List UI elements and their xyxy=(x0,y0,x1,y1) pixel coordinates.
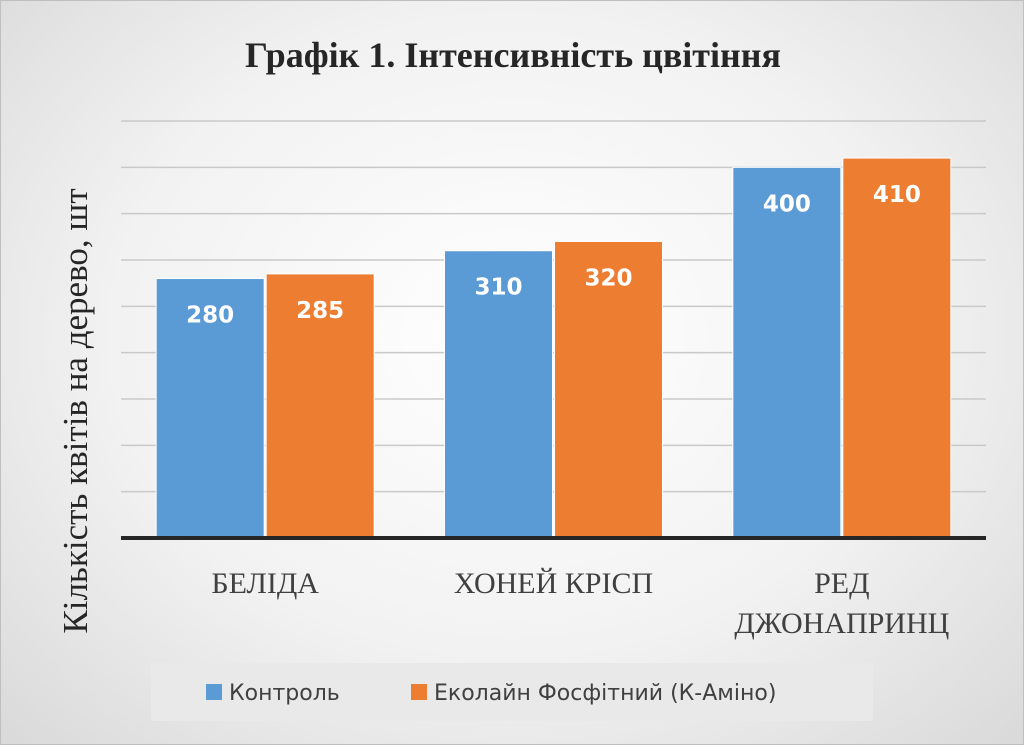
bars: 280 310 400 285 320 410 xyxy=(155,157,952,539)
y-axis-label: Кількість квітів на дерево, шт xyxy=(56,188,95,633)
gridlines xyxy=(121,120,986,493)
x-tick-label: РЕД xyxy=(814,567,869,600)
chart-title: Графік 1. Інтенсивність цвітіння xyxy=(245,35,781,75)
x-tick-label: ХОНЕЙ КРІСП xyxy=(454,567,653,600)
legend-entry: Контроль xyxy=(229,681,340,706)
data-label: 410 xyxy=(873,182,921,208)
bar-1-3 xyxy=(732,166,842,539)
data-label: 320 xyxy=(584,265,632,291)
data-label: 285 xyxy=(296,298,344,324)
legend-swatch xyxy=(206,684,222,700)
legend: Контроль Еколайн Фосфітний (К-Аміно) xyxy=(151,663,873,721)
legend-entry: Еколайн Фосфітний (К-Аміно) xyxy=(434,681,776,706)
x-tick-label: БЕЛІДА xyxy=(211,567,319,600)
data-label: 400 xyxy=(763,191,811,217)
data-label: 310 xyxy=(474,275,522,301)
legend-box xyxy=(151,663,873,721)
x-tick-labels: БЕЛІДА ХОНЕЙ КРІСП РЕД ДЖОНАПРИНЦ xyxy=(211,567,949,640)
legend-swatch xyxy=(411,684,427,700)
data-label: 280 xyxy=(186,303,234,329)
bar-1-1 xyxy=(155,278,265,539)
x-tick-label: ДЖОНАПРИНЦ xyxy=(734,607,949,640)
bar-2-3 xyxy=(842,157,952,539)
